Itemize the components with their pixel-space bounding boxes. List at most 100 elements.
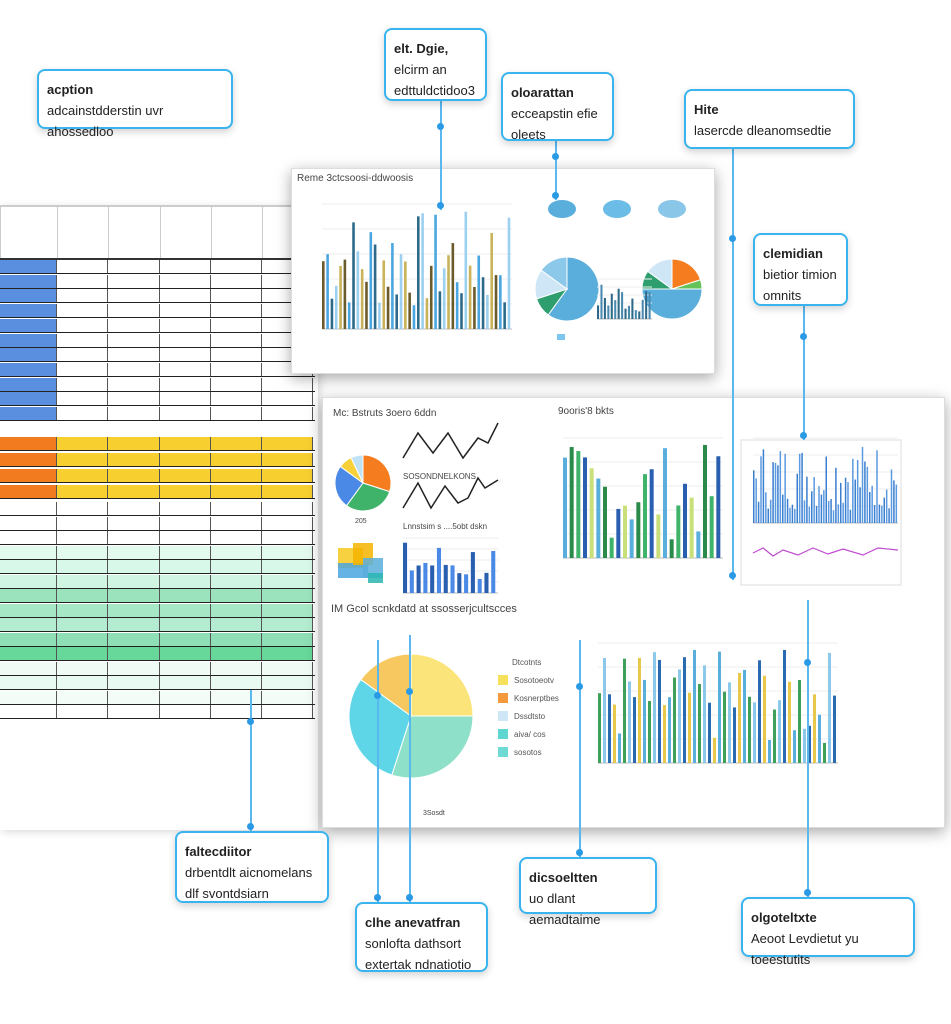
table-cell[interactable] [160,437,211,450]
table-cell[interactable] [160,632,211,646]
table-cell[interactable] [262,545,313,559]
table-cell[interactable] [211,333,262,347]
table-cell[interactable] [0,531,57,544]
table-cell[interactable] [57,289,108,303]
table-cell[interactable] [108,304,160,318]
table-cell[interactable] [211,469,262,482]
table-cell[interactable] [160,676,211,689]
table-cell[interactable] [108,392,160,406]
table-cell[interactable] [0,589,57,602]
table-cell[interactable] [211,362,262,376]
table-cell[interactable] [211,632,262,646]
table-cell[interactable] [57,545,108,559]
table-cell[interactable] [160,274,211,288]
table-cell[interactable] [57,348,108,362]
table-cell[interactable] [108,676,160,689]
table-cell[interactable] [108,274,160,288]
table-cell[interactable] [211,437,262,450]
table-cell[interactable] [108,661,160,675]
table-cell[interactable] [57,318,108,332]
table-cell[interactable] [57,377,108,391]
table-cell[interactable] [57,453,108,466]
table-cell[interactable] [160,603,211,617]
table-cell[interactable] [262,437,313,450]
table-cell[interactable] [211,603,262,617]
table-cell[interactable] [262,589,313,602]
table-cell[interactable] [160,516,211,530]
table-cell[interactable] [211,574,262,588]
table-cell[interactable] [262,531,313,544]
table-cell[interactable] [160,304,211,318]
table-cell[interactable] [57,437,108,450]
table-cell[interactable] [0,333,57,347]
table-cell[interactable] [262,690,313,704]
table-cell[interactable] [211,661,262,675]
table-cell[interactable] [211,502,262,515]
table-cell[interactable] [262,485,313,498]
table-cell[interactable] [0,661,57,675]
table-cell[interactable] [57,603,108,617]
table-cell[interactable] [211,531,262,544]
table-cell[interactable] [211,545,262,559]
table-cell[interactable] [108,516,160,530]
table-cell[interactable] [262,647,313,660]
table-cell[interactable] [211,392,262,406]
table-cell[interactable] [57,661,108,675]
table-cell[interactable] [57,676,108,689]
table-cell[interactable] [108,362,160,376]
table-cell[interactable] [160,560,211,573]
table-cell[interactable] [108,545,160,559]
table-cell[interactable] [0,647,57,660]
table-cell[interactable] [0,274,57,288]
table-cell[interactable] [211,377,262,391]
table-cell[interactable] [262,502,313,515]
table-cell[interactable] [57,274,108,288]
table-cell[interactable] [262,516,313,530]
table-cell[interactable] [0,348,57,362]
table-cell[interactable] [211,676,262,689]
table-cell[interactable] [0,260,57,273]
column-header[interactable] [57,207,108,258]
table-cell[interactable] [160,407,211,420]
table-cell[interactable] [211,618,262,631]
table-cell[interactable] [211,289,262,303]
table-cell[interactable] [108,377,160,391]
table-cell[interactable] [108,574,160,588]
table-cell[interactable] [160,502,211,515]
table-cell[interactable] [108,502,160,515]
table-cell[interactable] [57,260,108,273]
table-cell[interactable] [160,289,211,303]
table-cell[interactable] [160,705,211,718]
table-cell[interactable] [262,705,313,718]
table-cell[interactable] [0,705,57,718]
table-cell[interactable] [108,348,160,362]
table-cell[interactable] [211,274,262,288]
table-cell[interactable] [211,589,262,602]
table-cell[interactable] [211,407,262,420]
column-header[interactable] [211,207,262,258]
table-cell[interactable] [0,516,57,530]
table-cell[interactable] [160,661,211,675]
table-cell[interactable] [160,348,211,362]
table-cell[interactable] [108,589,160,602]
table-cell[interactable] [160,545,211,559]
table-cell[interactable] [108,632,160,646]
table-cell[interactable] [0,560,57,573]
table-cell[interactable] [57,560,108,573]
table-cell[interactable] [57,647,108,660]
table-cell[interactable] [57,589,108,602]
table-cell[interactable] [57,485,108,498]
table-cell[interactable] [57,690,108,704]
table-cell[interactable] [108,603,160,617]
table-cell[interactable] [108,453,160,466]
table-cell[interactable] [262,574,313,588]
table-cell[interactable] [0,453,57,466]
table-cell[interactable] [108,407,160,420]
table-cell[interactable] [0,502,57,515]
table-cell[interactable] [160,574,211,588]
table-cell[interactable] [57,362,108,376]
table-cell[interactable] [160,392,211,406]
table-cell[interactable] [0,545,57,559]
table-cell[interactable] [0,377,57,391]
table-cell[interactable] [160,485,211,498]
